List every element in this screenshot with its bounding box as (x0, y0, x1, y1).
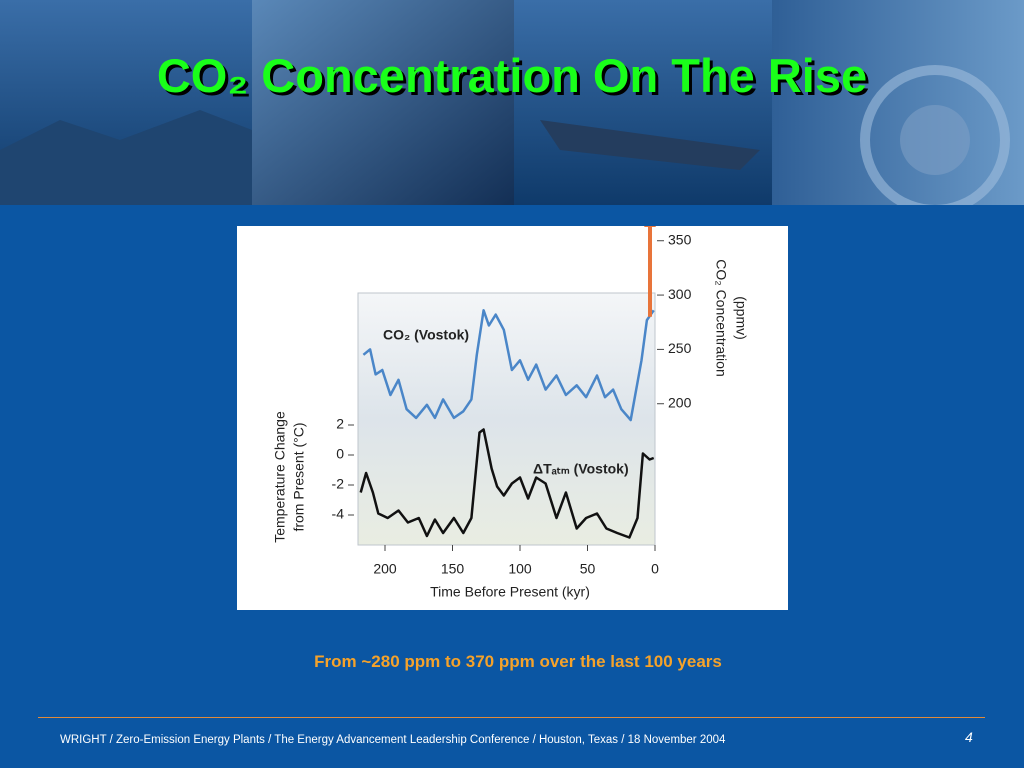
y2-axis-title: (ppmv) (733, 296, 749, 340)
y2-axis-title: CO₂ Concentration (713, 259, 729, 377)
y-axis-title: Temperature Change (272, 411, 288, 543)
footer-rule (38, 717, 985, 718)
y-tick-label: 0 (336, 446, 344, 462)
y-tick-label: -4 (332, 506, 345, 522)
arrow-head (644, 226, 656, 227)
y2-tick-label: 350 (668, 231, 692, 247)
series-label: CO₂ (Vostok) (383, 327, 469, 343)
footer: WRIGHT / Zero-Emission Energy Plants / T… (60, 734, 726, 746)
series-line (362, 309, 655, 422)
y2-tick-label: 200 (668, 394, 692, 410)
x-tick-label: 0 (651, 561, 659, 577)
y2-tick-label: 250 (668, 340, 692, 356)
y-axis-title: from Present (°C) (291, 422, 307, 531)
series-line (359, 428, 655, 539)
slide-title: CO₂ Concentration On The Rise (156, 49, 868, 102)
y2-tick-label: 300 (668, 286, 692, 302)
x-tick-label: 200 (373, 561, 397, 577)
y-tick-label: 2 (336, 416, 344, 432)
plot-area (357, 292, 656, 546)
series-label: ΔTₐₜₘ (Vostok) (533, 461, 629, 477)
x-tick-label: 100 (508, 561, 532, 577)
x-tick-label: 150 (441, 561, 465, 577)
caption: From ~280 ppm to 370 ppm over the last 1… (314, 652, 722, 671)
page-number: 4 (965, 729, 973, 745)
x-axis-title: Time Before Present (kyr) (430, 584, 590, 600)
chart: Time Before Present (kyr) Temperature Ch… (237, 226, 788, 610)
header-banner (0, 0, 1024, 205)
x-tick-label: 50 (580, 561, 596, 577)
y-tick-label: -2 (332, 476, 345, 492)
